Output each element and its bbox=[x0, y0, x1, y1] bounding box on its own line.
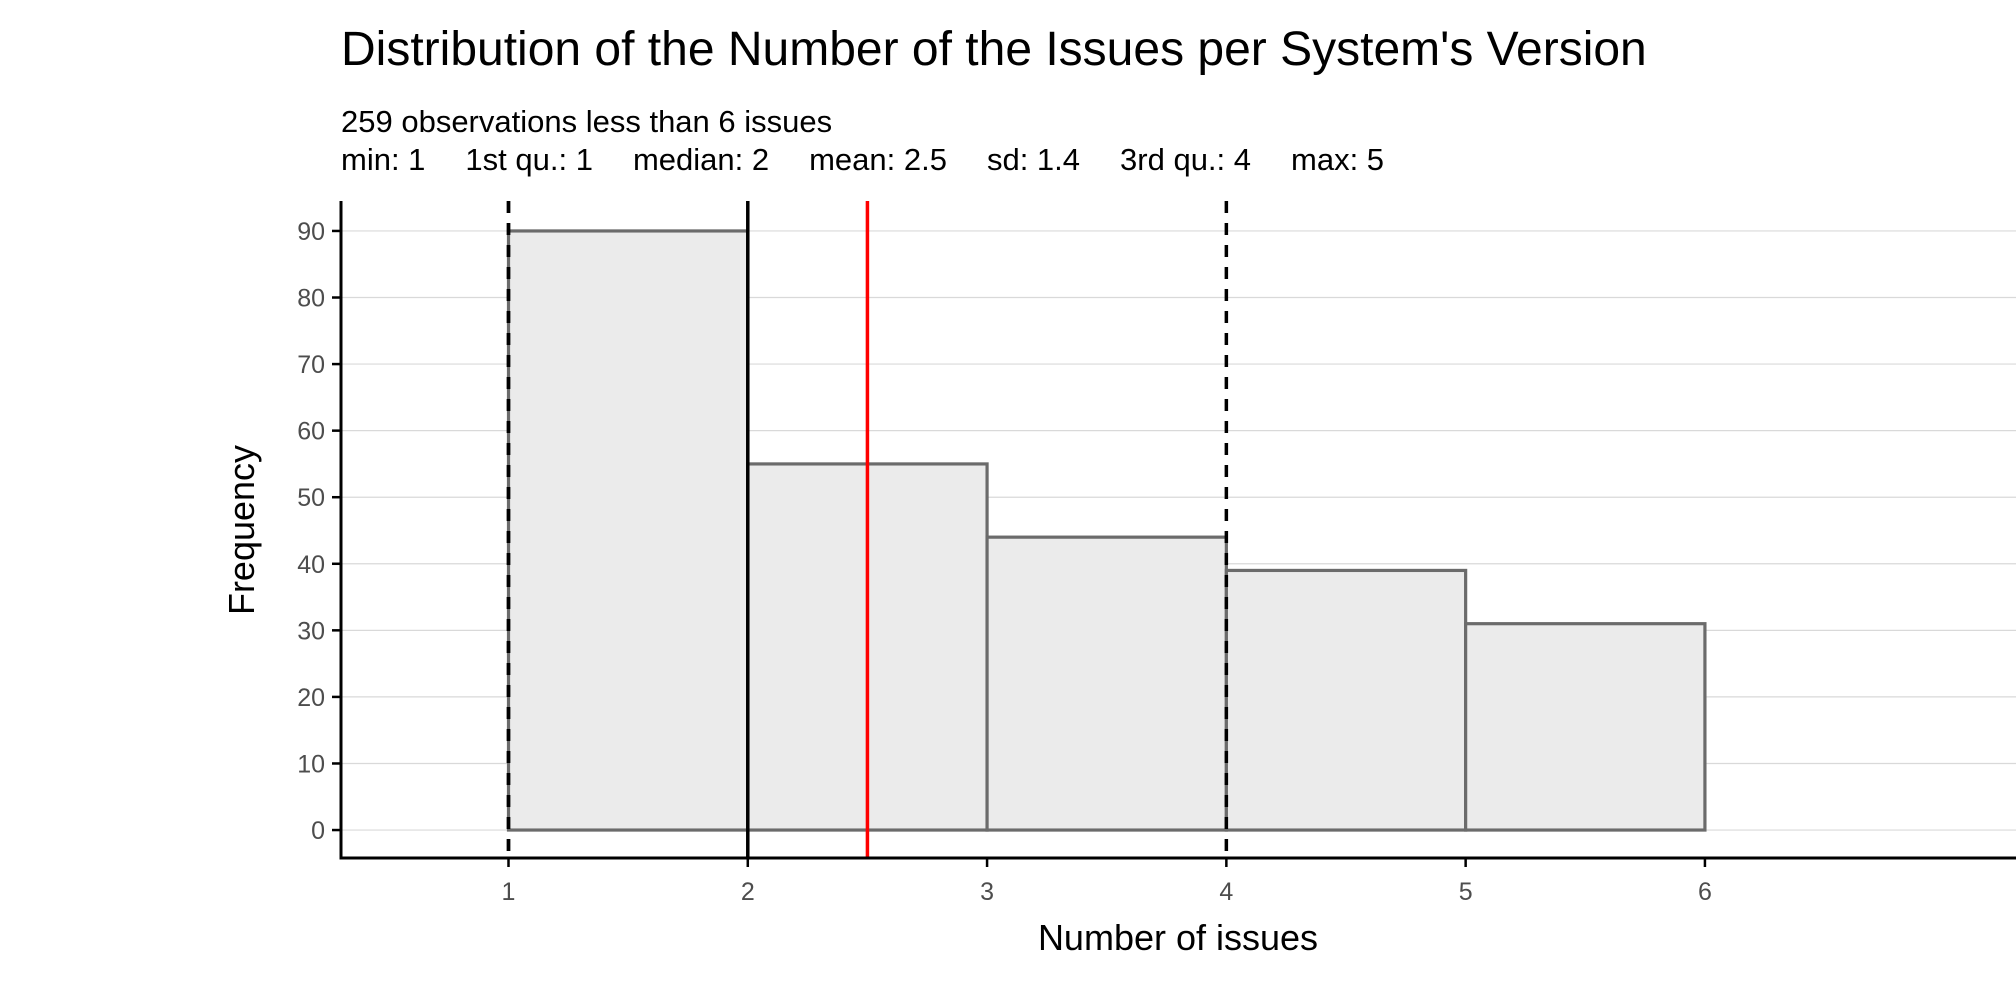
stat-median: median: 2 bbox=[632, 142, 770, 177]
y-tick-label-0: 0 bbox=[311, 817, 325, 845]
y-tick-label-70: 70 bbox=[297, 351, 325, 379]
y-tick-label-60: 60 bbox=[297, 418, 325, 446]
x-tick-label-5: 5 bbox=[1459, 878, 1473, 906]
observation-summary: 259 observations less than 6 issues bbox=[341, 104, 833, 139]
axes bbox=[332, 201, 2016, 867]
x-tick-label-1: 1 bbox=[502, 878, 516, 906]
y-tick-label-10: 10 bbox=[297, 750, 325, 778]
x-tick-label-6: 6 bbox=[1698, 878, 1712, 906]
stat-sd: sd: 1.4 bbox=[986, 142, 1081, 177]
summary-statistics: min: 1 1st qu.: 1 median: 2 mean: 2.5 sd: 1.… bbox=[341, 141, 1384, 179]
y-tick-label-20: 20 bbox=[297, 684, 325, 712]
x-tick-label-4: 4 bbox=[1219, 878, 1233, 906]
stat-third-quartile: 3rd qu.: 4 bbox=[1120, 142, 1252, 177]
y-tick-label-50: 50 bbox=[297, 484, 325, 512]
stat-min: min: 1 bbox=[341, 142, 426, 177]
x-tick-label-3: 3 bbox=[980, 878, 994, 906]
chart-title: Distribution of the Number of the Issues… bbox=[341, 23, 1647, 76]
tick-labels: 0 10 20 30 40 50 60 70 80 90 1 2 3 4 5 6 bbox=[297, 218, 1712, 906]
stat-mean: mean: 2.5 bbox=[809, 142, 947, 177]
x-tick-label-2: 2 bbox=[741, 878, 755, 906]
histogram-bar-4 bbox=[1224, 568, 1468, 832]
histogram-bar-5 bbox=[1464, 622, 1707, 832]
y-tick-label-30: 30 bbox=[297, 617, 325, 645]
histogram-bars bbox=[506, 229, 1707, 832]
y-tick-label-40: 40 bbox=[297, 551, 325, 579]
chart-subtitle: 259 observations less than 6 issues min:… bbox=[341, 103, 1384, 179]
stat-first-quartile: 1st qu.: 1 bbox=[465, 142, 593, 177]
x-axis-title: Number of issues bbox=[1038, 917, 1318, 958]
y-tick-label-90: 90 bbox=[297, 218, 325, 246]
stat-max: max: 5 bbox=[1291, 142, 1385, 177]
reference-lines bbox=[506, 201, 1229, 858]
histogram-bar-1 bbox=[506, 229, 750, 832]
y-axis-title: Frequency bbox=[221, 445, 262, 615]
histogram-bar-3 bbox=[985, 535, 1228, 832]
y-tick-label-80: 80 bbox=[297, 285, 325, 313]
